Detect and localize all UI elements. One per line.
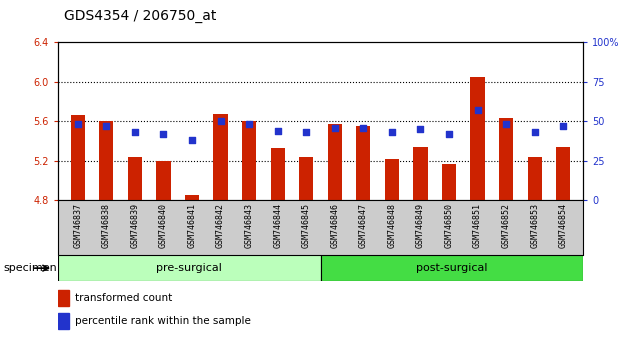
Text: GSM746851: GSM746851: [473, 203, 482, 248]
Point: [501, 121, 512, 127]
Point: [329, 125, 340, 130]
Bar: [71, 115, 85, 200]
Point: [272, 128, 283, 133]
Point: [415, 126, 426, 132]
Point: [101, 123, 112, 129]
Point: [387, 130, 397, 135]
Text: GSM746839: GSM746839: [130, 203, 139, 248]
Bar: [99, 121, 113, 200]
Text: GDS4354 / 206750_at: GDS4354 / 206750_at: [64, 9, 217, 23]
Text: pre-surgical: pre-surgical: [156, 263, 222, 273]
Point: [529, 130, 540, 135]
Text: GSM746837: GSM746837: [73, 203, 82, 248]
Text: percentile rank within the sample: percentile rank within the sample: [75, 316, 251, 326]
Text: GSM746838: GSM746838: [102, 203, 111, 248]
Bar: [556, 147, 570, 200]
Bar: [271, 148, 285, 200]
Text: GSM746849: GSM746849: [416, 203, 425, 248]
Bar: [528, 157, 542, 200]
Text: GSM746844: GSM746844: [273, 203, 282, 248]
Bar: [499, 118, 513, 200]
Text: GSM746852: GSM746852: [502, 203, 511, 248]
Bar: [413, 147, 428, 200]
Bar: [58, 313, 69, 329]
Bar: [213, 114, 228, 200]
Text: GSM746840: GSM746840: [159, 203, 168, 248]
Bar: [128, 157, 142, 200]
Point: [215, 118, 226, 124]
Text: transformed count: transformed count: [75, 293, 172, 303]
Text: specimen: specimen: [3, 263, 57, 273]
Text: GSM746845: GSM746845: [302, 203, 311, 248]
Point: [129, 130, 140, 135]
Point: [301, 130, 312, 135]
Text: GSM746854: GSM746854: [559, 203, 568, 248]
Bar: [385, 159, 399, 200]
Bar: [320, 255, 583, 281]
Bar: [156, 161, 171, 200]
Point: [244, 121, 254, 127]
Bar: [58, 290, 69, 306]
Text: GSM746853: GSM746853: [530, 203, 539, 248]
Bar: [356, 126, 370, 200]
Bar: [299, 157, 313, 200]
Point: [358, 125, 369, 130]
Text: GSM746843: GSM746843: [245, 203, 254, 248]
Text: GSM746841: GSM746841: [187, 203, 196, 248]
Text: post-surgical: post-surgical: [416, 263, 488, 273]
Bar: [242, 121, 256, 200]
Point: [444, 131, 454, 137]
Text: GSM746850: GSM746850: [445, 203, 454, 248]
Point: [472, 107, 483, 113]
Text: GSM746847: GSM746847: [359, 203, 368, 248]
Bar: [328, 124, 342, 200]
Bar: [442, 164, 456, 200]
Point: [158, 131, 169, 137]
Text: GSM746842: GSM746842: [216, 203, 225, 248]
Bar: [58, 255, 320, 281]
Text: GSM746846: GSM746846: [330, 203, 339, 248]
Point: [558, 123, 569, 129]
Point: [187, 137, 197, 143]
Text: GSM746848: GSM746848: [387, 203, 396, 248]
Bar: [185, 195, 199, 200]
Point: [72, 121, 83, 127]
Bar: [470, 77, 485, 200]
